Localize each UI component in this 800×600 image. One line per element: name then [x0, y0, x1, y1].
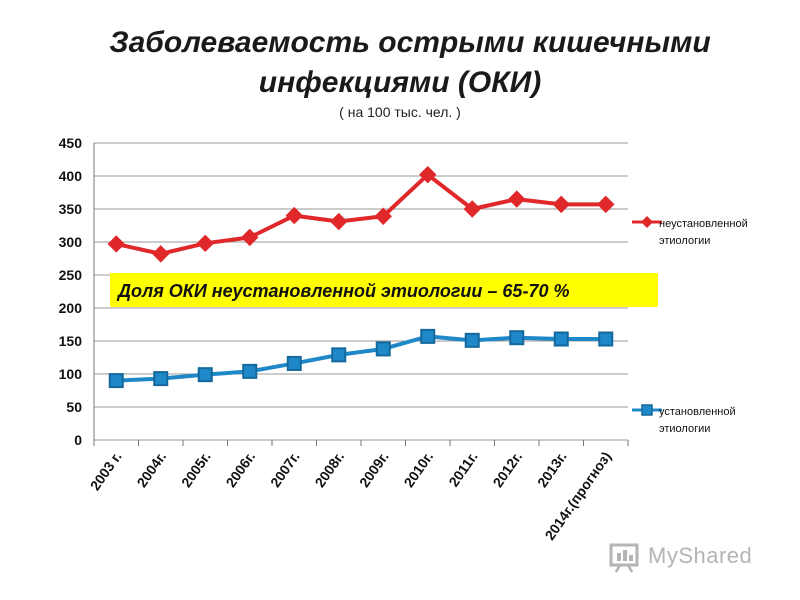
chart-title-line1: Заболеваемость острыми кишечными [109, 26, 711, 59]
data-point [375, 341, 391, 357]
data-point [241, 228, 259, 247]
chart-subtitle: ( на 100 тыс. чел. ) [339, 104, 461, 120]
watermark-text: MyShared [648, 543, 753, 568]
y-tick-label: 150 [59, 333, 83, 349]
y-tick-label: 100 [59, 366, 83, 382]
y-tick-label: 0 [74, 432, 82, 448]
chart-title-line2: инфекциями (ОКИ) [258, 66, 542, 99]
data-point [509, 330, 525, 346]
x-tick-label: 2006г. [222, 449, 258, 491]
legend-marker [641, 216, 653, 228]
watermark: MyShared [608, 536, 752, 576]
data-point [598, 331, 614, 347]
legend-label: установленной [659, 406, 736, 418]
data-point [552, 195, 570, 214]
legend-label: этиологии [659, 235, 710, 247]
data-point [464, 332, 480, 348]
annotation-box [110, 273, 658, 307]
x-tick-label: 2010г. [400, 449, 436, 491]
data-point [242, 363, 258, 379]
data-point [420, 328, 436, 344]
y-tick-label: 300 [59, 234, 83, 250]
data-point [108, 373, 124, 389]
x-tick-label: 2007г. [267, 449, 303, 491]
data-point [197, 367, 213, 383]
y-tick-label: 200 [59, 300, 83, 316]
myshared-logo-icon [609, 543, 639, 573]
data-point [196, 234, 214, 253]
data-point [152, 245, 170, 263]
legend-marker [641, 404, 653, 416]
x-tick-label: 2003 г. [87, 449, 125, 494]
y-tick-label: 50 [66, 399, 82, 415]
legend-label: неустановленной [659, 218, 748, 230]
data-point [597, 195, 615, 214]
annotation-text: Доля ОКИ неустановленной этиологии – 65-… [116, 281, 569, 301]
x-tick-label: 2004г. [133, 449, 169, 491]
data-point [330, 212, 348, 231]
x-tick-label: 2012г. [489, 449, 525, 491]
data-point [374, 207, 392, 225]
y-tick-label: 450 [59, 135, 83, 151]
x-tick-label: 2008г. [311, 449, 347, 491]
data-point [153, 371, 169, 387]
legend-label: этиологии [659, 423, 710, 435]
x-tick-label: 2005г. [178, 449, 214, 491]
data-point [285, 206, 303, 225]
data-point [331, 347, 347, 363]
data-point [286, 355, 302, 371]
x-tick-label: 2011г. [445, 449, 480, 490]
y-tick-label: 400 [59, 168, 83, 184]
x-tick-label: 2013г. [534, 449, 570, 491]
x-tick-label: 2009г. [356, 449, 392, 491]
data-point [508, 190, 526, 208]
data-point [463, 200, 481, 218]
data-point [419, 165, 437, 184]
y-tick-label: 350 [59, 201, 83, 217]
y-tick-label: 250 [59, 267, 83, 283]
data-point [553, 331, 569, 347]
data-point [107, 235, 125, 253]
